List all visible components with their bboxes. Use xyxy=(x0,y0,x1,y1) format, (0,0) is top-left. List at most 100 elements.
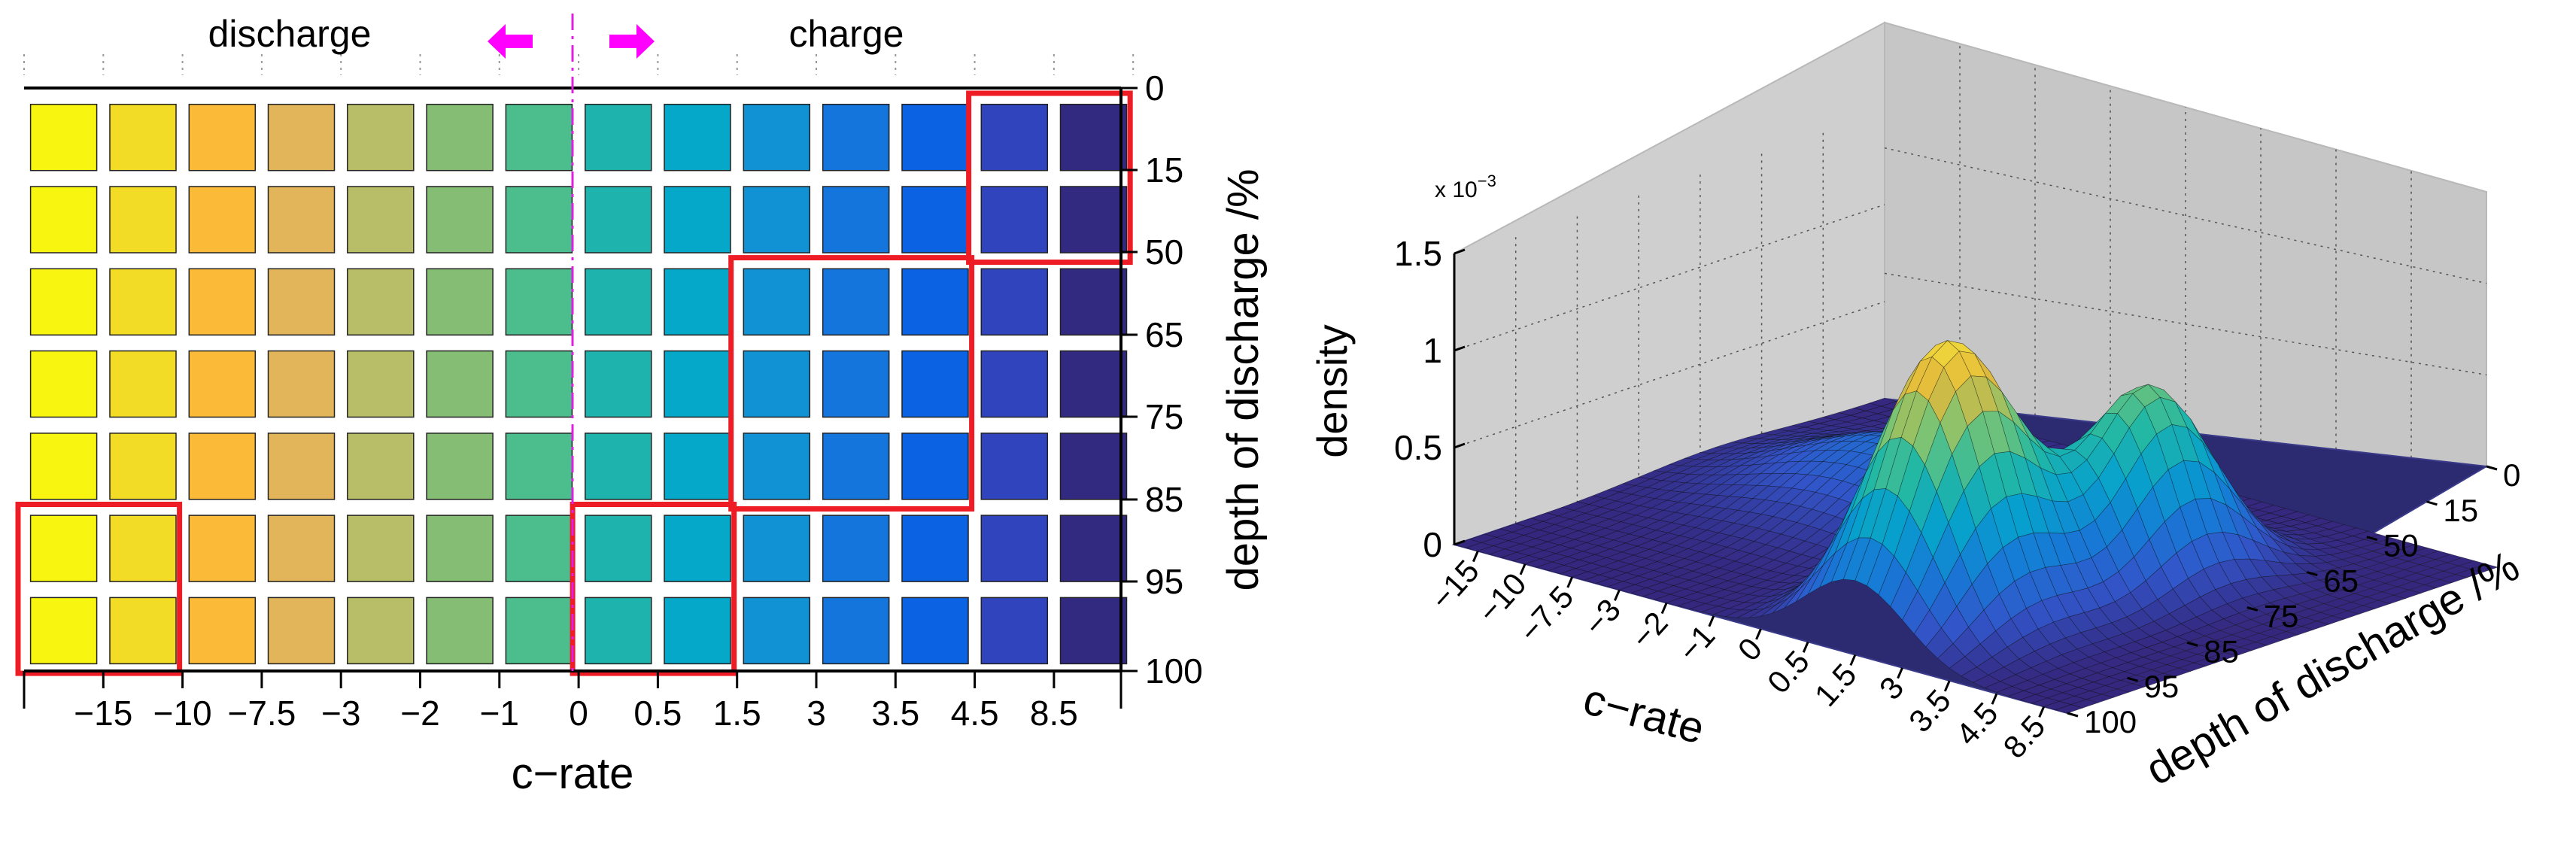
charge-label: charge xyxy=(789,13,904,55)
heatmap-cell xyxy=(822,186,890,254)
arrow-left-icon xyxy=(488,24,533,59)
heatmap-cell xyxy=(267,433,336,500)
heatmap-cell xyxy=(664,597,731,665)
heatmap-cell xyxy=(505,350,573,418)
highlight-box xyxy=(728,255,975,512)
heatmap-cell xyxy=(267,103,336,172)
x-tick-label: −1 xyxy=(480,694,519,733)
heatmap-cell xyxy=(822,433,890,500)
heatmap-cell xyxy=(822,268,890,336)
x-tick-label: 3 xyxy=(807,694,826,733)
heatmap-cell xyxy=(664,268,731,336)
surface-patch xyxy=(2055,704,2084,714)
heatmap-cell xyxy=(822,597,890,665)
y-tick-label: 65 xyxy=(1145,315,1183,354)
heatmap-cell xyxy=(188,268,257,336)
heatmap-cell xyxy=(29,350,98,418)
heatmap-cell xyxy=(426,515,494,582)
wall-grid-line xyxy=(1454,204,1885,351)
heatmap-cell xyxy=(822,103,890,172)
heatmap-cell xyxy=(426,186,494,254)
x-tick-label: 4.5 xyxy=(951,694,999,733)
heatmap-cell xyxy=(267,268,336,336)
heatmap-cell xyxy=(347,103,415,172)
heatmap-cell xyxy=(822,350,890,418)
heatmap-cell xyxy=(901,103,969,172)
heatmap-cell xyxy=(980,515,1049,582)
heatmap-cell xyxy=(109,597,177,665)
x-tick-label: 1.5 xyxy=(713,694,761,733)
c-rate-tick-mark xyxy=(1897,667,1903,679)
heatmap-cell xyxy=(743,268,811,336)
heatmap-cell xyxy=(980,186,1049,254)
heatmap-cell xyxy=(664,433,731,500)
z-scale-exponent: −3 xyxy=(1478,172,1496,190)
dod-tick-label: 0 xyxy=(2503,457,2520,493)
heatmap-cell xyxy=(347,515,415,582)
x-tick-label: −3 xyxy=(321,694,360,733)
c-rate-tick-mark xyxy=(1802,641,1809,653)
highlight-box xyxy=(966,90,1133,266)
c-rate-tick-label: −1 xyxy=(1672,618,1722,668)
z-tick-mark xyxy=(1454,539,1466,546)
highlight-regions xyxy=(15,90,1133,676)
heatmap-cell xyxy=(188,103,257,172)
heatmap-cell xyxy=(505,103,573,172)
c-rate-tick-label: 0.5 xyxy=(1760,644,1816,700)
z-tick-label: 0 xyxy=(1423,525,1442,564)
heatmap-cell xyxy=(188,433,257,500)
heatmap-cell xyxy=(1059,597,1128,665)
x-tick-label: −7.5 xyxy=(227,694,296,733)
heatmap-cell xyxy=(505,433,573,500)
heatmap-cell xyxy=(109,268,177,336)
y-axis-title: depth of discharge /% xyxy=(1219,169,1268,591)
heatmap-cell xyxy=(267,597,336,665)
c-rate-tick-mark xyxy=(1708,615,1715,627)
heatmap-cell xyxy=(426,350,494,418)
dod-tick-mark xyxy=(2246,606,2259,612)
heatmap-cell xyxy=(980,268,1049,336)
heatmap-cell xyxy=(585,186,652,254)
heatmap-cell xyxy=(426,268,494,336)
y-axis-ticks: 0 15 50 65 75 85 95 100 xyxy=(1121,68,1203,691)
dod-tick-label: 100 xyxy=(2084,704,2137,739)
dod-tick-label: 85 xyxy=(2204,633,2239,669)
wall-grid-line xyxy=(1454,301,1885,448)
x-axis-ticks: −15 −10 −7.5 −3 −2 −1 0 0.5 1.5 3 3.5 4.5 8.5 xyxy=(23,671,1122,733)
heatmap-cell xyxy=(188,186,257,254)
x-tick-label: 0 xyxy=(569,694,588,733)
c-rate-tick-label: 3 xyxy=(1873,669,1911,706)
dod-tick-mark xyxy=(2186,641,2198,647)
heatmap-cell xyxy=(743,350,811,418)
heatmap-cell xyxy=(29,103,98,172)
x-tick-label: 8.5 xyxy=(1030,694,1078,733)
z-tick-label: 0.5 xyxy=(1394,428,1442,467)
c-rate-tick-label: 1.5 xyxy=(1808,657,1864,713)
z-tick-mark xyxy=(1454,442,1466,449)
heatmap-cell xyxy=(188,597,257,665)
z-scale-label: x 10−3 xyxy=(1435,172,1496,202)
c-rate-tick-mark xyxy=(1943,680,1951,692)
heatmap-cell xyxy=(1059,103,1128,172)
highlight-box xyxy=(15,502,183,676)
c-rate-tick-mark xyxy=(1519,563,1526,575)
surface-chart: 00.511.5 −15−10−7.5−3−2−1 00.51.5 33.54.58… xyxy=(1308,21,2527,795)
top-minor-ticks xyxy=(23,54,1135,75)
heatmap-cell xyxy=(1059,186,1128,254)
heatmap-cell xyxy=(901,350,969,418)
z-tick-mark xyxy=(1454,345,1466,352)
heatmap-cell xyxy=(585,433,652,500)
heatmap-cell xyxy=(267,350,336,418)
heatmap-cell xyxy=(347,268,415,336)
heatmap-cell xyxy=(109,515,177,582)
heatmap-cell xyxy=(109,433,177,500)
heatmap-cell xyxy=(901,186,969,254)
y-tick-label: 85 xyxy=(1145,480,1183,519)
heatmap-cell xyxy=(1059,350,1128,418)
heatmap-cell xyxy=(29,515,98,582)
dod-tick-label: 50 xyxy=(2383,528,2419,563)
y-tick-label: 15 xyxy=(1145,150,1183,190)
heatmap-cell xyxy=(267,186,336,254)
discharge-label: discharge xyxy=(208,13,372,55)
c-rate-tick-mark xyxy=(1660,602,1668,615)
